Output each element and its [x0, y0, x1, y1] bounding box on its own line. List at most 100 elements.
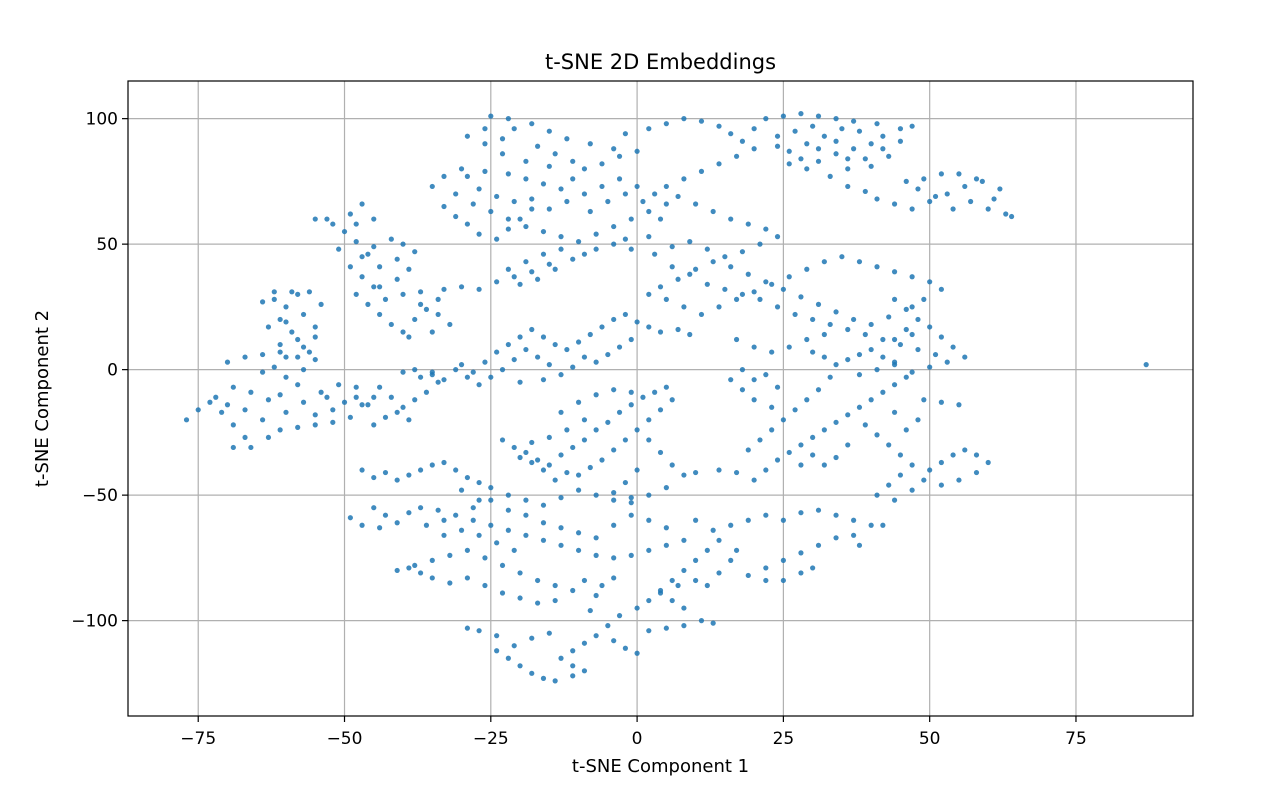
scatter-point — [570, 364, 576, 370]
scatter-point — [511, 356, 517, 363]
scatter-point — [921, 397, 927, 403]
scatter-point — [798, 510, 804, 516]
scatter-point — [458, 527, 465, 533]
scatter-point — [845, 412, 851, 418]
scatter-point — [611, 522, 617, 528]
scatter-point — [634, 148, 640, 154]
scatter-point — [663, 121, 669, 127]
scatter-point — [283, 319, 289, 325]
scatter-point — [868, 141, 874, 147]
scatter-point — [535, 354, 541, 360]
scatter-point — [587, 607, 593, 614]
scatter-point — [593, 492, 599, 498]
scatter-point — [891, 336, 898, 343]
scatter-point — [891, 382, 898, 388]
scatter-point — [505, 341, 511, 348]
scatter-point — [751, 289, 757, 295]
scatter-point — [476, 286, 482, 292]
scatter-point — [406, 334, 412, 340]
scatter-point — [763, 512, 769, 518]
scatter-point — [774, 384, 781, 390]
scatter-point — [453, 213, 459, 220]
scatter-point — [470, 505, 476, 511]
scatter-point — [769, 281, 775, 287]
scatter-point — [371, 284, 377, 290]
scatter-point — [915, 316, 921, 323]
scatter-point — [833, 116, 839, 122]
scatter-point — [932, 351, 939, 358]
scatter-point — [681, 472, 687, 478]
scatter-point — [868, 321, 874, 328]
scatter-point — [523, 512, 529, 518]
scatter-point — [605, 198, 611, 205]
scatter-point — [605, 419, 611, 425]
scatter-point — [927, 324, 933, 330]
scatter-point — [453, 512, 459, 518]
scatter-point — [365, 251, 371, 257]
scatter-point — [856, 259, 863, 265]
scatter-point — [786, 344, 792, 350]
scatter-point — [464, 173, 470, 179]
scatter-point — [792, 311, 798, 318]
scatter-point — [494, 349, 500, 355]
y-tick-label: −100 — [71, 612, 118, 632]
scatter-point — [669, 244, 675, 250]
scatter-point — [453, 467, 459, 473]
scatter-point — [634, 183, 640, 190]
scatter-point — [903, 306, 909, 312]
scatter-point — [909, 274, 915, 280]
scatter-point — [423, 389, 430, 395]
scatter-point — [751, 397, 757, 403]
scatter-point — [851, 532, 857, 538]
scatter-point — [412, 316, 418, 323]
scatter-point — [283, 374, 289, 380]
scatter-point — [915, 346, 921, 353]
scatter-point — [540, 377, 547, 383]
plot-frame — [127, 80, 1194, 717]
scatter-point — [242, 354, 248, 360]
scatter-point — [874, 196, 880, 202]
scatter-point — [909, 206, 915, 212]
scatter-point — [833, 535, 839, 541]
y-axis-ticks: −100 −50 0 50 100 — [71, 110, 128, 632]
scatter-point — [962, 447, 968, 453]
scatter-point — [769, 404, 775, 410]
scatter-point — [476, 628, 482, 634]
scatter-point — [856, 351, 863, 358]
scatter-point — [517, 663, 523, 669]
scatter-point — [470, 369, 476, 375]
scatter-point — [447, 580, 453, 586]
scatter-point — [745, 572, 751, 579]
scatter-point — [529, 196, 535, 202]
scatter-point — [271, 296, 277, 302]
scatter-point — [494, 193, 500, 200]
scatter-point — [535, 457, 541, 463]
scatter-point — [611, 241, 617, 247]
scatter-point — [763, 116, 769, 122]
scatter-point — [733, 547, 740, 553]
x-axis-ticks: −75 −50 −25 0 25 50 75 — [180, 716, 1087, 749]
scatter-point — [494, 633, 500, 639]
scatter-point — [336, 382, 342, 388]
scatter-point — [429, 183, 435, 190]
scatter-point — [265, 397, 272, 403]
scatter-point — [265, 434, 272, 441]
scatter-point — [774, 234, 781, 240]
scatter-point — [973, 469, 980, 476]
scatter-point — [464, 474, 470, 481]
scatter-point — [657, 407, 664, 413]
scatter-point — [213, 394, 219, 400]
scatter-point — [406, 417, 412, 423]
scatter-point — [927, 198, 933, 205]
scatter-point — [845, 326, 851, 333]
scatter-point — [529, 635, 535, 641]
scatter-point — [763, 565, 769, 571]
scatter-point — [558, 525, 564, 531]
scatter-point — [224, 359, 231, 365]
scatter-point — [880, 354, 886, 360]
scatter-point — [230, 384, 236, 390]
scatter-point — [657, 216, 664, 222]
chart-title: t-SNE 2D Embeddings — [545, 50, 776, 74]
scatter-point — [207, 399, 213, 405]
scatter-point — [283, 409, 289, 415]
